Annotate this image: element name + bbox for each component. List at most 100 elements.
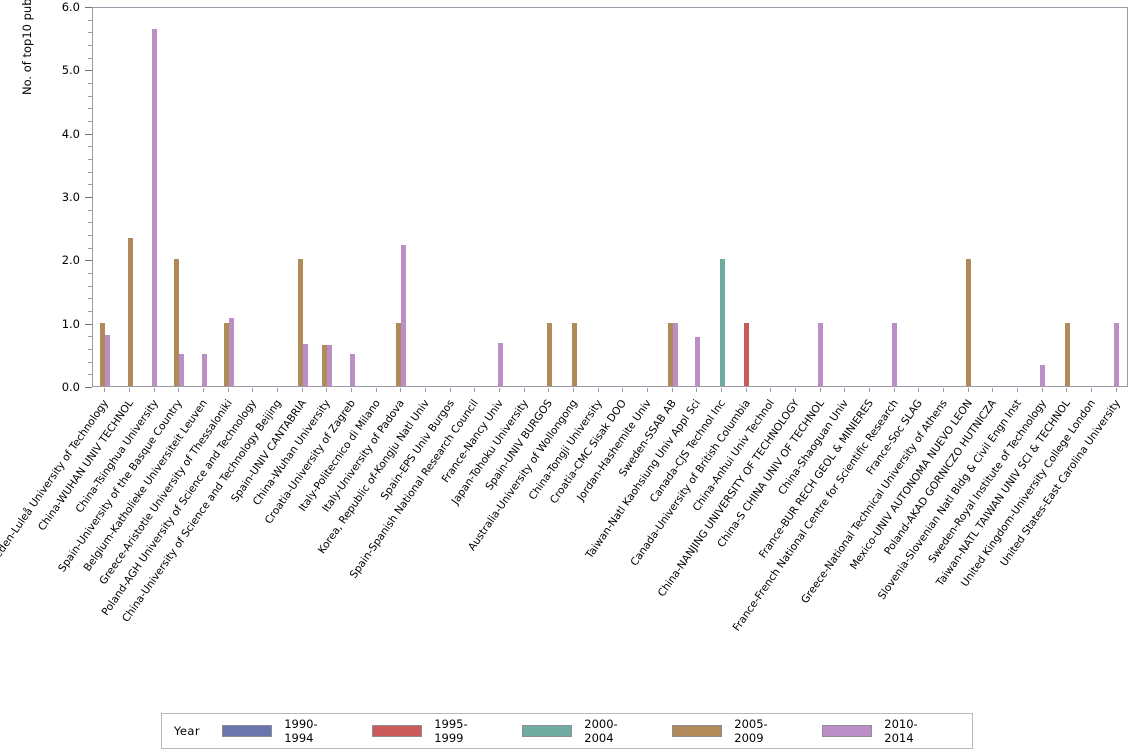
y-tick-minor <box>88 209 92 211</box>
y-tick-minor <box>88 83 92 84</box>
y-axis-title-wrap: No. of top10 publ., full counts <box>14 0 34 390</box>
x-tick-label-text: Taiwan-Natl Kaohsiung Univ Appl Sci <box>583 397 704 561</box>
legend-label: 2005-2009 <box>734 717 768 745</box>
legend-item[interactable]: 2000-2004 <box>521 717 646 745</box>
x-tick <box>301 388 303 392</box>
x-tick-label-text: Sweden-SSAB AB <box>616 397 679 479</box>
x-tick-label-text: China-Tsinghua University <box>73 397 161 516</box>
bar <box>100 322 106 386</box>
y-tick-minor <box>88 32 92 34</box>
y-axis-tick-labels: 0.0 1.0 2.0 3.0 4.0 5.0 6.0 <box>36 0 80 394</box>
bar <box>201 354 207 386</box>
x-tick-label-text: China-Shaoguan Univ <box>776 397 852 498</box>
x-tick <box>548 388 550 392</box>
x-tick-label-text: United States-East Carolina University <box>997 397 1123 569</box>
y-tick-label: 6.0 <box>61 0 80 14</box>
bar <box>297 259 303 386</box>
x-tick <box>745 388 747 392</box>
bar <box>179 354 185 386</box>
x-tick-label-text: Jordan-Hashemite Univ <box>574 397 654 504</box>
x-tick-label-text: Japan-Tohoku University <box>449 397 531 507</box>
x-tick <box>227 388 229 392</box>
bar <box>127 238 133 386</box>
y-tick-minor <box>88 184 92 186</box>
x-tick <box>1091 388 1092 392</box>
x-tick <box>597 388 599 392</box>
x-tick <box>523 388 525 392</box>
bar <box>818 322 824 386</box>
y-tick-major <box>85 133 92 135</box>
x-tick <box>499 388 500 392</box>
x-tick <box>178 388 180 392</box>
y-tick-minor <box>88 19 92 21</box>
legend-item[interactable]: 1995-1999 <box>371 717 496 745</box>
x-tick <box>203 388 204 392</box>
x-tick <box>153 388 155 392</box>
x-tick-label-text: Belgium-Katholieke Universiteit Leuven <box>81 397 210 574</box>
y-tick-minor <box>88 45 92 46</box>
x-tick-label-text: Taiwan-NATL TAIWAN UNIV SCI & TECHNOL <box>934 397 1074 589</box>
x-tick-label-text: Poland-AKAD GORNICZO HUTNICZA <box>882 397 1000 558</box>
bar <box>322 344 328 386</box>
x-tick-label-text: Sweden-Royal Institute of Technology <box>925 397 1049 566</box>
y-tick-label: 4.0 <box>61 126 80 141</box>
x-tick <box>869 388 870 392</box>
y-tick-minor <box>88 361 92 363</box>
x-tick-label-text: China-S CHINA UNIV OF TECHNOL <box>714 397 827 550</box>
y-axis-title: No. of top10 publ., full counts <box>20 0 34 95</box>
x-tick <box>252 388 254 392</box>
x-tick <box>326 388 328 392</box>
x-tick <box>721 388 722 392</box>
y-tick-minor <box>88 285 92 287</box>
x-tick <box>844 388 846 392</box>
bar <box>571 322 577 386</box>
bar <box>497 342 503 386</box>
x-tick <box>351 388 352 392</box>
x-tick-label-text: France-French National Centre for Scient… <box>730 397 901 634</box>
legend-swatch <box>672 725 723 737</box>
legend-swatch <box>371 725 423 737</box>
x-tick <box>893 388 895 392</box>
x-tick <box>449 388 451 392</box>
x-tick-label-text: Spain-EPS Univ Burgos <box>378 397 457 503</box>
y-tick-label: 5.0 <box>61 63 80 78</box>
legend-item[interactable]: 2005-2009 <box>672 717 796 745</box>
legend-item[interactable]: 2010-2014 <box>822 717 946 745</box>
x-tick <box>474 388 476 392</box>
x-tick-label-text: China-Wuhan University <box>251 397 334 508</box>
bar <box>966 259 972 386</box>
y-tick-major <box>85 260 92 262</box>
x-tick-label-text: Sweden-Luleå University of Technology <box>0 397 112 573</box>
y-tick-minor <box>88 171 92 173</box>
bar <box>228 317 234 386</box>
x-tick-label-text: Mexico-UNIV AUTONOMA NUEVO LEON <box>847 397 975 572</box>
x-tick <box>671 388 673 392</box>
legend-swatch <box>822 725 873 737</box>
x-tick <box>104 388 106 392</box>
y-tick-label: 2.0 <box>61 253 80 268</box>
x-tick-label-text: France-BUR RECH GEOL & MINIERES <box>756 397 876 561</box>
x-tick-label-text: France-Nancy Univ <box>439 397 506 486</box>
legend-label: 1995-1999 <box>434 717 468 745</box>
bar <box>892 322 898 386</box>
x-tick <box>992 388 994 392</box>
y-tick-major <box>85 387 92 388</box>
y-tick-minor <box>88 235 92 236</box>
x-tick <box>425 388 426 392</box>
y-tick-minor <box>88 336 92 338</box>
legend-item[interactable]: 1990-1994 <box>221 717 346 745</box>
x-tick-label-text: Canada-CJS Technol Inc <box>647 397 728 505</box>
x-tick <box>573 388 574 392</box>
x-tick-label-text: Spain-UNIV BURGOS <box>483 397 556 493</box>
y-tick-major <box>85 197 92 198</box>
bar-series-container <box>93 8 1127 386</box>
x-tick <box>129 388 130 392</box>
x-tick <box>375 388 377 392</box>
x-tick <box>1066 388 1068 392</box>
x-tick-label-text: Croatia-CMC Sisak DOO <box>548 397 630 507</box>
y-tick-minor <box>88 121 92 122</box>
x-tick-label-text: France-Soc SLAG <box>864 397 926 478</box>
y-tick-minor <box>88 311 92 312</box>
y-tick-label: 1.0 <box>61 316 80 331</box>
x-tick-label-text: China-Anhui Univ Technol <box>690 397 778 514</box>
